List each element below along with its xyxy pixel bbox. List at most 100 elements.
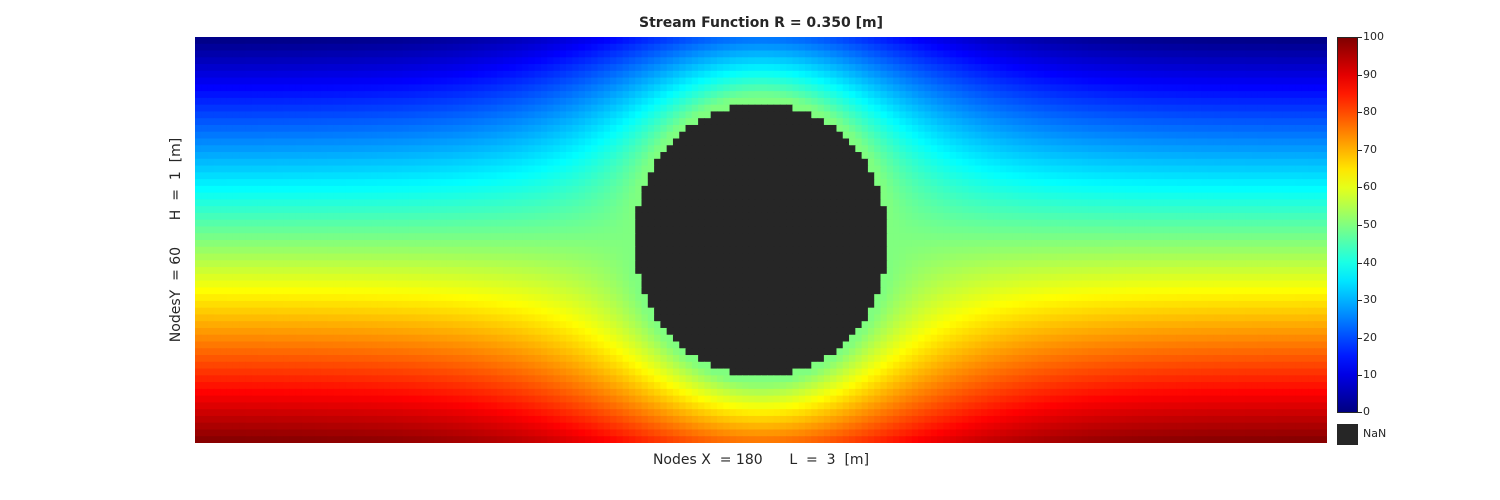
heatmap-cell (1100, 212, 1108, 221)
heatmap-cell (1182, 97, 1190, 106)
heatmap-cell (383, 206, 391, 214)
heatmap-cell-nan (654, 192, 661, 200)
heatmap-cell (999, 118, 1007, 126)
heatmap-cell (1276, 37, 1284, 45)
heatmap-cell (427, 131, 435, 140)
heatmap-cell (339, 138, 347, 146)
heatmap-cell (201, 118, 209, 126)
heatmap-cell (1264, 172, 1271, 180)
heatmap-cell (459, 91, 467, 99)
heatmap-cell (798, 77, 806, 85)
heatmap-cell (239, 165, 246, 173)
heatmap-cell (345, 64, 353, 72)
heatmap-cell-nan (773, 138, 781, 146)
heatmap-cell (622, 192, 630, 200)
heatmap-cell (1075, 131, 1083, 140)
heatmap-cell (364, 118, 372, 126)
heatmap-cell (622, 131, 630, 140)
heatmap-cell (1012, 179, 1020, 187)
heatmap-cell (918, 185, 926, 194)
heatmap-cell (1113, 84, 1121, 92)
heatmap-cell (515, 192, 523, 200)
heatmap-cell (591, 185, 599, 194)
heatmap-cell (327, 50, 334, 58)
heatmap-cell (691, 104, 699, 113)
heatmap-cell (421, 118, 429, 126)
heatmap-cell (1238, 179, 1246, 187)
heatmap-cell (1018, 97, 1026, 106)
heatmap-cell (270, 192, 278, 200)
heatmap-cell (880, 158, 888, 167)
heatmap-cell (635, 118, 643, 126)
heatmap-cell (239, 91, 246, 99)
heatmap-cell (496, 118, 504, 126)
heatmap-cell (295, 131, 303, 140)
heatmap-cell (1056, 212, 1064, 221)
heatmap-cell (471, 97, 479, 106)
heatmap-cell (578, 158, 586, 167)
heatmap-cell (968, 50, 976, 58)
heatmap-cell (836, 118, 844, 126)
heatmap-cell-nan (704, 138, 712, 146)
heatmap-cell (1025, 118, 1033, 126)
heatmap-cell (1062, 64, 1070, 72)
heatmap-cell (345, 118, 353, 126)
heatmap-cell (239, 37, 246, 45)
heatmap-cell (1314, 172, 1322, 180)
heatmap-cell (1125, 185, 1133, 194)
heatmap-cell (308, 91, 316, 99)
heatmap-cell (1100, 158, 1108, 167)
heatmap-cell (540, 212, 548, 221)
heatmap-cell (836, 111, 844, 119)
heatmap-cell (823, 64, 831, 72)
heatmap-cell (1012, 185, 1020, 194)
heatmap-cell (1301, 64, 1309, 72)
heatmap-cell-nan (754, 104, 762, 113)
heatmap-cell-nan (672, 212, 680, 221)
heatmap-cell (679, 104, 687, 113)
heatmap-cell (452, 91, 460, 99)
heatmap-cell (257, 91, 265, 99)
heatmap-cell (849, 77, 856, 85)
heatmap-cell (1289, 111, 1297, 119)
heatmap-cell-nan (842, 185, 850, 194)
heatmap-cell (339, 84, 347, 92)
heatmap-cell (993, 91, 1001, 99)
heatmap-cell (333, 111, 341, 119)
heatmap-cell (641, 70, 649, 79)
heatmap-cell (672, 104, 680, 113)
heatmap-cell (955, 118, 963, 126)
heatmap-cell (1144, 64, 1152, 72)
heatmap-cell (968, 158, 976, 167)
heatmap-cell (1075, 172, 1083, 180)
heatmap-cell (918, 158, 926, 167)
heatmap-cell (1188, 179, 1196, 187)
heatmap-cell (842, 111, 850, 119)
heatmap-cell (1232, 179, 1240, 187)
heatmap-cell (1245, 172, 1253, 180)
heatmap-cell (1270, 158, 1278, 167)
heatmap-cell (937, 64, 944, 72)
heatmap-cell (603, 37, 611, 45)
heatmap-cell (867, 152, 875, 160)
heatmap-cell-nan (817, 199, 825, 207)
heatmap-cell (647, 145, 655, 153)
heatmap-cell (1213, 50, 1221, 58)
heatmap-cell (320, 50, 328, 58)
heatmap-cell (207, 152, 215, 160)
heatmap-cell (1245, 138, 1253, 146)
heatmap-cell (918, 212, 926, 221)
heatmap-cell (893, 104, 900, 113)
heatmap-cell (1062, 172, 1070, 180)
heatmap-cell (1314, 206, 1322, 214)
heatmap-cell (484, 165, 492, 173)
heatmap-cell (1012, 57, 1020, 65)
heatmap-cell (440, 84, 448, 92)
heatmap-cell (937, 152, 944, 160)
heatmap-cell (1050, 192, 1058, 200)
heatmap-cell (981, 172, 988, 180)
heatmap-cell (830, 104, 838, 113)
heatmap-cell (968, 185, 976, 194)
heatmap-cell-nan (647, 206, 655, 214)
heatmap-cell-nan (830, 145, 838, 153)
